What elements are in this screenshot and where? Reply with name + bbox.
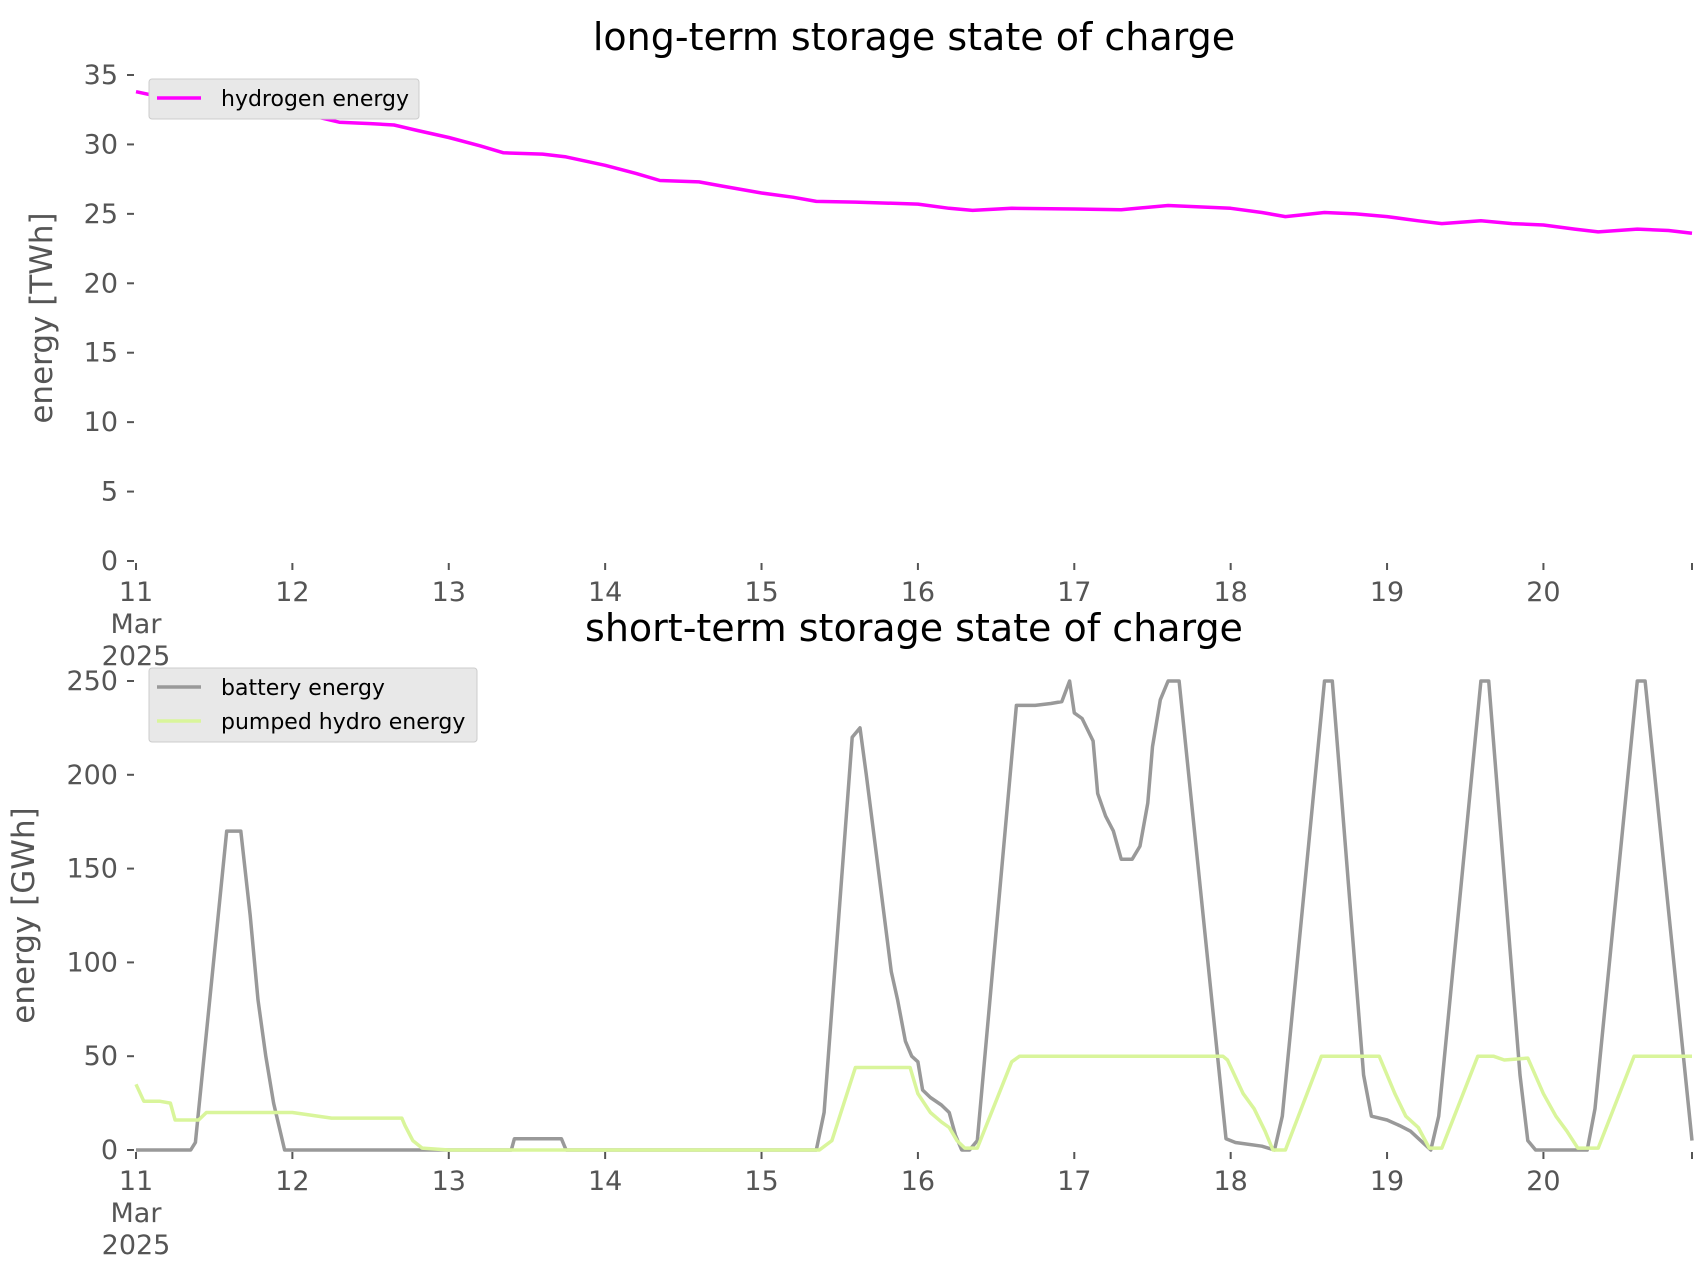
legend-entry: hydrogen energy <box>221 87 409 112</box>
series-group <box>134 679 1694 1152</box>
series-line-pumped-hydro-energy <box>134 1054 1692 1152</box>
series-line-hydrogen-energy <box>135 89 1693 236</box>
y-axis: 0 50 100 150 200 250 <box>66 666 134 1166</box>
series-line-battery-energy <box>136 679 1694 1152</box>
x-tick-label: 20 <box>1526 577 1560 608</box>
chart-panel-long-term: long-term storage state of charge energy… <box>24 15 1693 672</box>
legend-entry: battery energy <box>221 676 385 701</box>
chart-panel-short-term: short-term storage state of charge energ… <box>6 606 1694 1261</box>
legend-box <box>148 667 478 743</box>
y-tick-label: 50 <box>84 1041 118 1072</box>
legend: battery energy pumped hydro energy <box>148 667 478 743</box>
legend-box <box>148 78 420 120</box>
x-tick-label: 12 <box>275 1166 309 1197</box>
y-axis-label: energy [TWh] <box>24 212 60 423</box>
y-tick-label: 35 <box>84 60 118 91</box>
y-tick-label: 15 <box>84 338 118 369</box>
x-tick-label: 20 <box>1526 1166 1560 1197</box>
x-tick-label: 13 <box>432 577 466 608</box>
x-tick-label: 17 <box>1057 1166 1091 1197</box>
x-tick-label: 18 <box>1213 1166 1247 1197</box>
x-tick-label: 12 <box>275 577 309 608</box>
series-group <box>135 89 1693 236</box>
y-tick-label: 30 <box>84 129 118 160</box>
y-tick-label: 25 <box>84 199 118 230</box>
chart-title: short-term storage state of charge <box>585 606 1243 650</box>
y-tick-label: 5 <box>101 477 118 508</box>
x-tick-label: 18 <box>1213 577 1247 608</box>
x-tick-label: 17 <box>1057 577 1091 608</box>
x-tick-sublabel: Mar <box>111 1198 163 1229</box>
x-tick-label: 11 <box>119 1166 153 1197</box>
x-tick-sublabel: 2025 <box>102 641 171 672</box>
y-tick-label: 150 <box>66 854 118 885</box>
x-tick-label: 15 <box>744 1166 778 1197</box>
legend-entry: pumped hydro energy <box>221 710 465 735</box>
y-axis: 0 5 10 15 20 25 30 35 <box>84 60 134 577</box>
y-tick-label: 10 <box>84 407 118 438</box>
y-tick-label: 20 <box>84 268 118 299</box>
x-tick-label: 19 <box>1370 1166 1404 1197</box>
y-tick-label: 100 <box>66 947 118 978</box>
y-axis-label: energy [GWh] <box>6 807 42 1023</box>
y-tick-label: 250 <box>66 666 118 697</box>
x-tick-sublabel: Mar <box>111 609 163 640</box>
x-tick-label: 14 <box>588 577 622 608</box>
legend: hydrogen energy <box>148 78 420 120</box>
x-tick-label: 19 <box>1370 577 1404 608</box>
y-tick-label: 0 <box>101 546 118 577</box>
y-tick-label: 200 <box>66 760 118 791</box>
x-tick-label: 13 <box>432 1166 466 1197</box>
y-tick-label: 0 <box>101 1135 118 1166</box>
x-tick-label: 14 <box>588 1166 622 1197</box>
x-tick-label: 16 <box>901 577 935 608</box>
chart-title: long-term storage state of charge <box>593 15 1235 59</box>
x-tick-label: 16 <box>901 1166 935 1197</box>
x-tick-label: 11 <box>119 577 153 608</box>
x-tick-sublabel: 2025 <box>102 1230 171 1261</box>
x-tick-label: 15 <box>744 577 778 608</box>
